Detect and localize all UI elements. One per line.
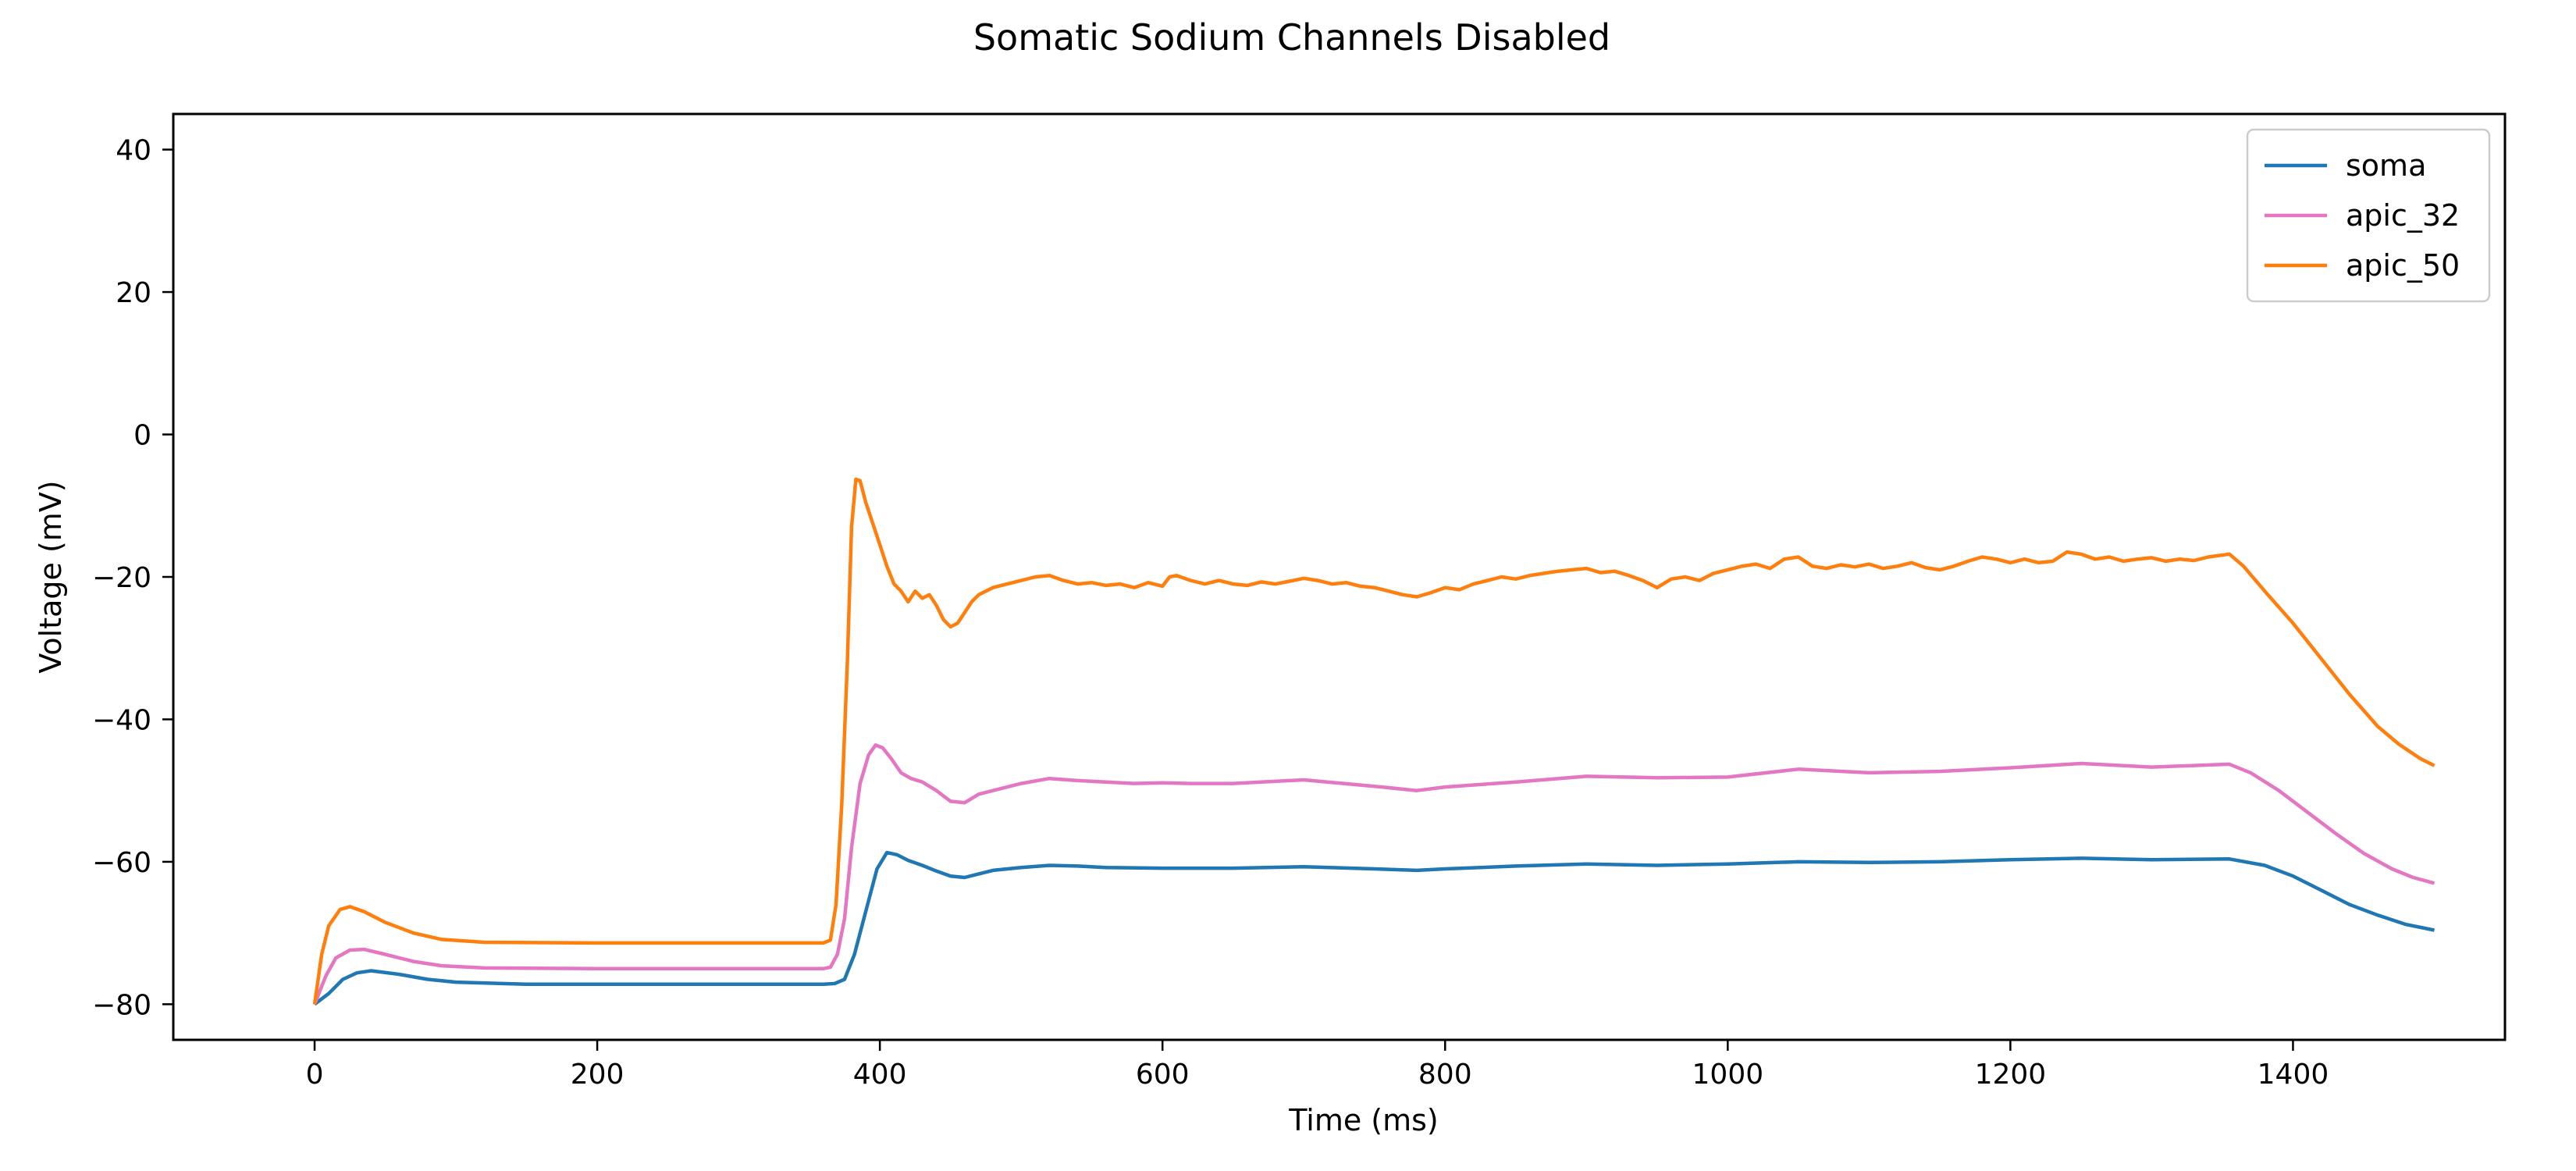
x-tick-label: 1200 [1975, 1059, 2047, 1091]
y-tick-label: 0 [133, 420, 151, 452]
series-layer [312, 477, 2435, 1006]
x-tick-label: 400 [853, 1059, 907, 1091]
x-tick-label: 600 [1136, 1059, 1190, 1091]
y-tick-label: −20 [92, 562, 151, 594]
x-axis: 0 200 400 600 800 1000 1200 1400 [306, 1040, 2329, 1091]
plot-frame [172, 112, 2507, 1041]
legend: soma apic_32 apic_50 [2246, 128, 2491, 303]
x-tick-label: 200 [571, 1059, 624, 1091]
legend-label: soma [2346, 148, 2426, 183]
series-line-apic-32 [312, 743, 2435, 1005]
x-tick-label: 1400 [2258, 1059, 2329, 1091]
y-tick-label: −40 [92, 704, 151, 736]
y-tick-label: −60 [92, 847, 151, 879]
x-tick-label: 1000 [1692, 1059, 1764, 1091]
legend-label: apic_32 [2346, 198, 2460, 233]
legend-label: apic_50 [2346, 248, 2460, 283]
chart-title: Somatic Sodium Channels Disabled [973, 16, 1610, 59]
x-axis-label: Time (ms) [1288, 1103, 1439, 1137]
legend-box [2246, 128, 2491, 303]
y-axis: −80 −60 −40 −20 0 20 40 [92, 135, 173, 1021]
y-tick-label: −80 [92, 989, 151, 1021]
y-tick-label: 40 [116, 135, 151, 167]
x-tick-label: 0 [306, 1059, 324, 1091]
y-axis-label: Voltage (mV) [34, 480, 68, 673]
series-line-soma [313, 850, 2435, 1006]
series-line-apic-50 [312, 477, 2435, 1005]
y-tick-label: 20 [116, 277, 151, 309]
x-tick-label: 800 [1418, 1059, 1472, 1091]
